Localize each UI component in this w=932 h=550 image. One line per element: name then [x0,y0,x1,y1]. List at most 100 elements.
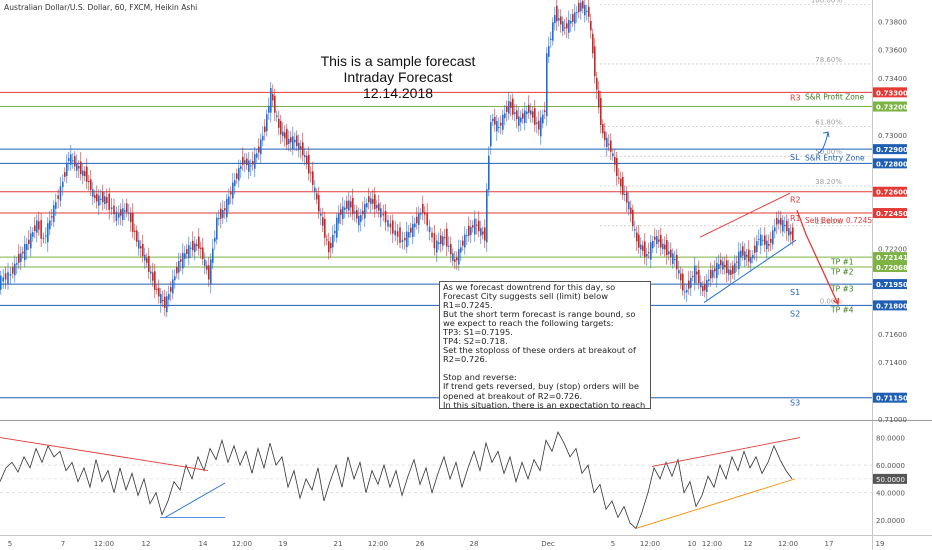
candle-body [376,205,378,209]
candle-body [316,193,318,200]
candle-body [144,254,146,261]
candle-body [694,265,696,284]
candle-body [702,285,704,292]
candle-body [738,251,740,270]
candle-body [126,203,128,213]
price-tick-label: 0.71600 [878,331,907,339]
osc-resistance-line[interactable] [0,437,209,472]
candle-body [482,231,484,235]
candle-body [730,270,732,275]
candle-body [740,250,742,258]
candle-body [422,203,424,214]
time-tick-label: 21 [334,540,343,548]
candle-body [96,193,98,202]
price-label-box [873,144,907,155]
candle-body [754,245,756,253]
candle-body [586,10,588,12]
time-tick-label: 12 [142,540,151,548]
candle-body [576,12,578,14]
candle-body [496,121,498,132]
candle-body [564,27,566,29]
candle-body [764,235,766,245]
osc-support-line-right[interactable] [635,478,796,529]
candle-body [110,207,113,210]
candle-body [210,259,212,284]
candle-body [596,77,598,90]
osc-support-line[interactable] [164,482,226,518]
candle-body [192,240,194,251]
candle-body [115,211,118,222]
candle-body [734,263,736,273]
candle-body [286,128,288,145]
candle-body [670,249,672,258]
candle-body [520,117,522,123]
candle-body [134,230,136,233]
candle-body [516,110,518,120]
candle-body [90,179,92,190]
candle-body [401,239,404,243]
candle-body [216,217,218,240]
candle-body [232,182,234,199]
channel-lower-line[interactable] [703,239,797,303]
candle-body [330,242,332,249]
level-tag: R3 [790,93,801,102]
forecast-arrow-line[interactable] [796,209,839,305]
candle-body [594,46,596,77]
candle-body [682,273,684,291]
candle-body [276,115,278,117]
candle-body [152,272,154,281]
candle-body [698,270,700,284]
candle-body [460,247,462,253]
price-label-box [873,279,907,290]
candle-body [476,224,478,226]
candle-body [280,121,282,135]
candle-body [360,215,362,222]
candle-body [446,228,448,247]
time-tick-label: 10 [688,540,697,548]
candle-body [314,187,316,192]
candle-body [592,33,594,54]
candle-body [420,213,422,215]
candle-body [387,220,389,227]
candle-body [328,241,330,253]
candle-body [696,271,698,275]
price-tick-label: 0.73600 [878,47,907,55]
candle-body [722,261,724,270]
candle-body [782,220,784,232]
osc-channel-line-right[interactable] [651,437,801,467]
candle-body [660,234,662,248]
candle-body [650,242,652,260]
headline-line-3: 12.14.2018 [362,85,434,101]
candle-body [124,210,126,212]
candle-body [234,180,236,187]
candle-body [642,245,644,251]
osc-tick-label: 60.0000 [876,462,905,470]
channel-upper-line[interactable] [699,192,791,238]
note-line: But the short term forecast is range bou… [443,309,639,329]
candle-body [374,194,376,210]
candle-body [406,231,408,248]
up-arrow-line[interactable] [817,131,829,154]
candle-body [472,225,474,228]
candle-body [350,201,352,208]
candle-body [714,268,716,272]
candle-body [392,220,394,234]
time-tick-label: 7 [61,540,65,548]
candle-body [194,243,196,252]
candle-body [433,233,436,249]
candle-body [658,239,660,242]
time-tick-label: 17 [825,540,834,548]
level-tag: SL [790,153,800,162]
fib-level-label: 50.00% [815,148,842,156]
osc-value-box [873,473,907,484]
candle-body [72,160,74,162]
candle-body [668,251,670,255]
candle-body [450,244,452,255]
candle-body [260,139,262,155]
candle-body [584,4,586,16]
price-label-text: 0.71950 [876,281,908,289]
candle-body [306,155,308,165]
candle-body [676,254,678,270]
candle-body [264,126,266,133]
